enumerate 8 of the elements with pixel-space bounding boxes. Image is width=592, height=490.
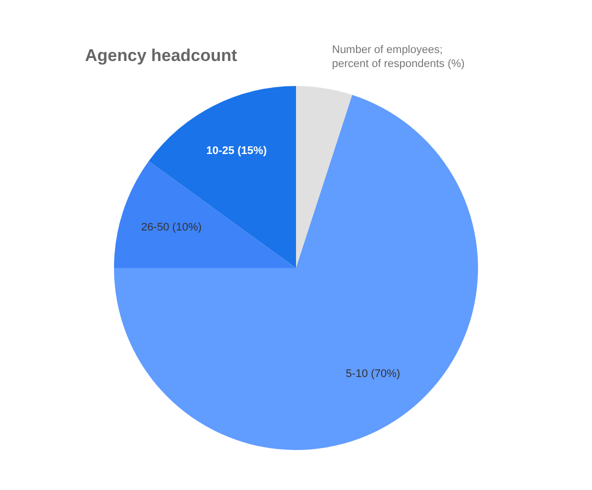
pie-slice xyxy=(296,86,352,268)
slice-label: 26-50 (10%) xyxy=(141,221,202,234)
pie-slice xyxy=(114,161,296,268)
slice-label: 5-10 (70%) xyxy=(346,368,400,380)
slice-label: 10-25 (15%) xyxy=(206,145,268,158)
chart-title: Agency headcount xyxy=(85,46,238,65)
pie-slice xyxy=(114,94,478,450)
chart-subtitle: Number of employees; percent of respondents (%) xyxy=(332,44,465,70)
